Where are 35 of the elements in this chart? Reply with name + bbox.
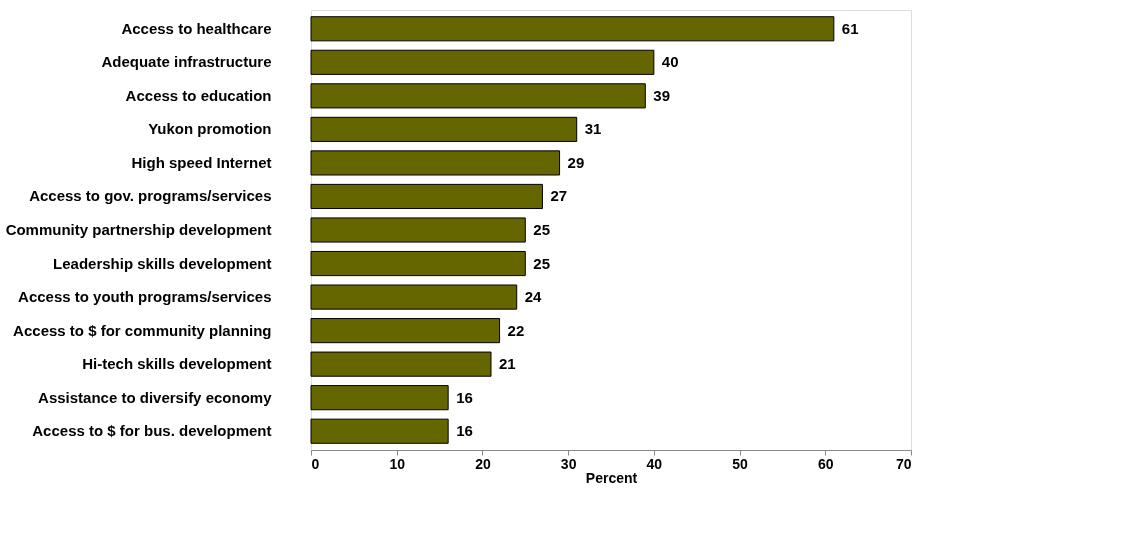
y-tick-label: Access to gov. programs/services	[29, 187, 272, 205]
y-tick-label: Yukon promotion	[148, 120, 272, 138]
data-label: 16	[456, 422, 473, 440]
data-label: 22	[507, 321, 525, 339]
x-tick-label: 50	[732, 455, 749, 472]
data-label: 61	[841, 19, 859, 37]
data-label: 24	[524, 288, 543, 306]
y-tick-label: Access to $ for bus. development	[32, 422, 272, 440]
y-tick-label: High speed Internet	[131, 153, 272, 171]
x-axis-title: Percent	[585, 469, 638, 486]
x-tick-label: 10	[389, 455, 406, 472]
data-label: 39	[653, 86, 670, 104]
data-label: 27	[550, 187, 568, 205]
data-label: 25	[533, 221, 550, 238]
data-label: 29	[567, 153, 585, 171]
data-label: 21	[499, 355, 516, 373]
x-tick-label: 20	[475, 455, 491, 472]
y-tick-label: Access to education	[125, 86, 272, 104]
x-tick-label: 70	[895, 455, 912, 472]
y-tick-label: Hi-tech skills development	[82, 355, 272, 373]
data-label: 40	[661, 53, 679, 71]
x-tick-label: 40	[646, 455, 663, 472]
data-label: 25	[533, 254, 550, 272]
y-tick-label: Assistance to diversify economy	[38, 388, 273, 406]
y-tick-label: Access to $ for community planning	[13, 321, 272, 339]
y-tick-label: Community partnership development	[5, 221, 272, 238]
x-tick-label: 60	[818, 455, 834, 472]
x-tick-label: 0	[311, 455, 320, 472]
y-tick-label: Leadership skills development	[53, 254, 272, 272]
x-tick-label: 30	[560, 455, 577, 472]
y-tick-label: Access to healthcare	[121, 19, 272, 37]
data-label: 16	[456, 388, 473, 406]
y-tick-label: Access to youth programs/services	[18, 288, 272, 306]
data-label: 31	[584, 120, 602, 138]
y-tick-label: Adequate infrastructure	[101, 53, 272, 71]
